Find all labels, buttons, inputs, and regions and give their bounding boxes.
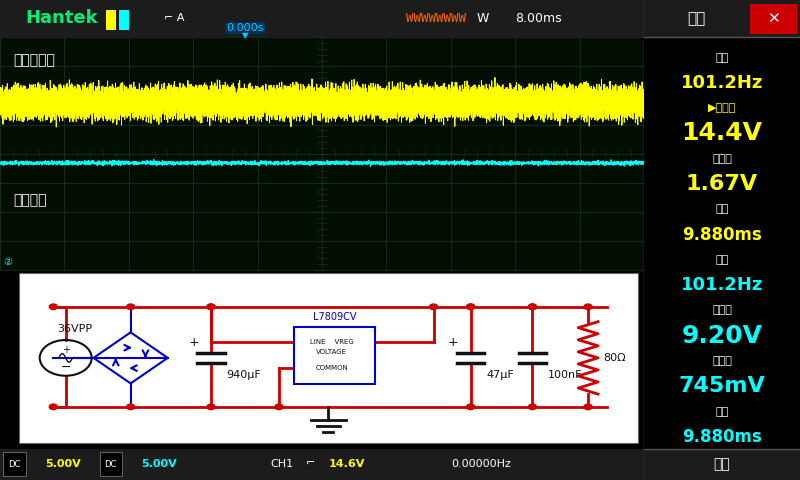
- Text: 稳压输出: 稳压输出: [13, 193, 46, 207]
- Circle shape: [207, 304, 215, 310]
- Circle shape: [207, 404, 215, 409]
- Text: W: W: [477, 12, 489, 25]
- Circle shape: [466, 304, 474, 310]
- Text: 80Ω: 80Ω: [603, 353, 626, 363]
- Text: 9.880ms: 9.880ms: [682, 428, 762, 446]
- Text: ▶: ▶: [2, 96, 11, 109]
- Bar: [0, 0, 644, 37]
- Text: DC: DC: [105, 460, 117, 468]
- Text: 101.2Hz: 101.2Hz: [681, 276, 763, 294]
- Text: 8.00ms: 8.00ms: [515, 12, 562, 25]
- Bar: [0, 449, 644, 480]
- Text: 14.4V: 14.4V: [682, 121, 762, 145]
- Bar: [0, 37, 644, 270]
- Text: Hantek: Hantek: [26, 9, 98, 27]
- Text: 峰峰值: 峰峰值: [712, 356, 732, 366]
- Text: +: +: [448, 336, 458, 349]
- Circle shape: [529, 304, 537, 310]
- Circle shape: [275, 404, 283, 409]
- Circle shape: [466, 404, 474, 409]
- Bar: [106, 10, 116, 30]
- Text: 5.00V: 5.00V: [45, 459, 81, 469]
- Circle shape: [126, 404, 134, 409]
- Bar: [3, 452, 26, 476]
- Text: 9.880ms: 9.880ms: [682, 226, 762, 243]
- Text: DC: DC: [8, 460, 20, 468]
- Text: CH1: CH1: [270, 459, 294, 469]
- Text: +: +: [62, 345, 70, 355]
- Text: ✕: ✕: [767, 11, 780, 26]
- Text: 周期: 周期: [715, 407, 729, 417]
- Text: ▶平均值: ▶平均值: [708, 103, 736, 113]
- Text: 0.00000Hz: 0.00000Hz: [451, 459, 510, 469]
- Text: 周期: 周期: [715, 204, 729, 214]
- Circle shape: [584, 304, 592, 310]
- Text: 平均值: 平均值: [712, 305, 732, 315]
- Text: 峰峰值: 峰峰值: [712, 154, 732, 164]
- Text: 非稳压输入: 非稳压输入: [13, 54, 54, 68]
- Text: −: −: [61, 361, 71, 374]
- Circle shape: [529, 304, 537, 310]
- Circle shape: [430, 304, 438, 310]
- Text: 101.2Hz: 101.2Hz: [681, 74, 763, 92]
- Bar: [644, 449, 800, 480]
- Text: 36VPP: 36VPP: [58, 324, 93, 335]
- Text: WWWWWWWW: WWWWWWWW: [406, 12, 466, 25]
- Bar: [119, 10, 129, 30]
- Text: 100nF: 100nF: [548, 370, 582, 380]
- Text: 745mV: 745mV: [678, 376, 766, 396]
- Text: 设置: 设置: [714, 457, 730, 472]
- Bar: [750, 4, 797, 34]
- Text: VOLTAGE: VOLTAGE: [316, 349, 347, 355]
- Text: 0.000s: 0.000s: [226, 23, 263, 33]
- Text: 47μF: 47μF: [486, 370, 514, 380]
- Text: 14.6V: 14.6V: [329, 459, 365, 469]
- Circle shape: [50, 404, 58, 409]
- Text: 9.20V: 9.20V: [682, 324, 762, 348]
- Text: 5.00V: 5.00V: [142, 459, 178, 469]
- Text: ⌐: ⌐: [306, 459, 315, 469]
- Circle shape: [126, 304, 134, 310]
- Circle shape: [207, 304, 215, 310]
- Circle shape: [584, 404, 592, 409]
- Text: 测量: 测量: [688, 11, 706, 26]
- Text: ⌐ A: ⌐ A: [164, 13, 185, 23]
- Text: ②: ②: [3, 257, 12, 267]
- Text: ▼: ▼: [242, 31, 248, 40]
- Bar: [19, 273, 638, 443]
- Text: +: +: [188, 336, 199, 349]
- Circle shape: [529, 404, 537, 409]
- Text: COMMON: COMMON: [315, 365, 348, 371]
- Bar: [644, 0, 800, 37]
- Text: LINE    VREG: LINE VREG: [310, 339, 354, 345]
- Bar: [294, 327, 375, 384]
- Circle shape: [50, 304, 58, 310]
- Text: 频率: 频率: [715, 53, 729, 62]
- Text: L7809CV: L7809CV: [313, 312, 356, 322]
- Text: 940μF: 940μF: [226, 370, 261, 380]
- Text: 频率: 频率: [715, 255, 729, 265]
- Bar: [100, 452, 122, 476]
- Circle shape: [466, 304, 474, 310]
- Text: 1.67V: 1.67V: [686, 174, 758, 194]
